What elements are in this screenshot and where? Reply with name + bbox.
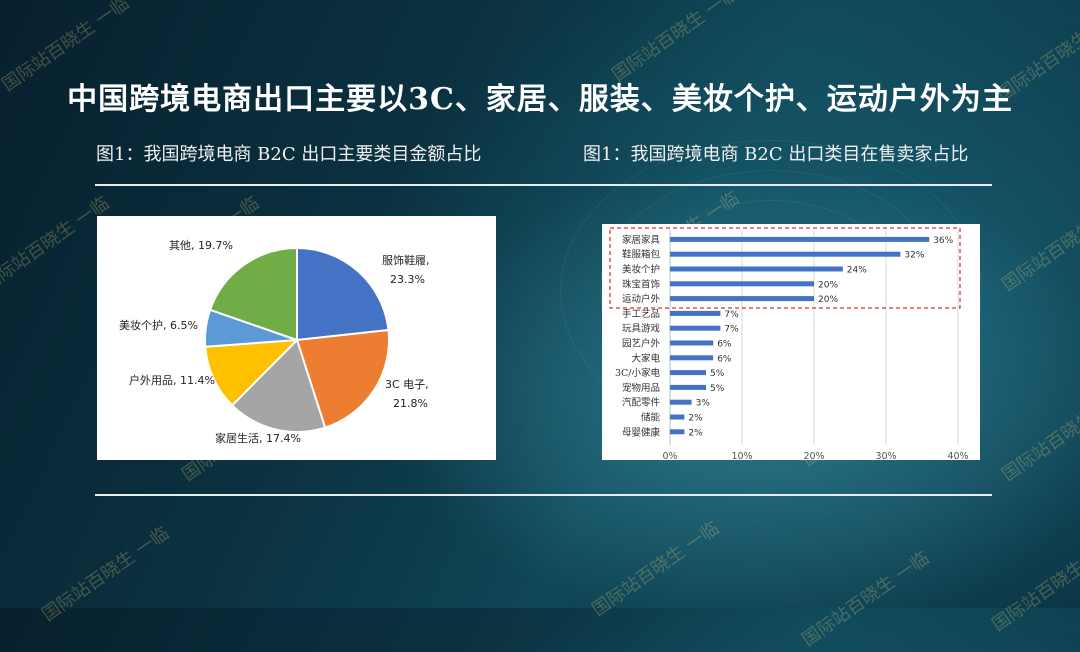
- pie-slice-label: 23.3%: [390, 273, 425, 286]
- data-label: 32%: [904, 251, 924, 261]
- pie-chart: 服饰鞋履, 23.3% 3C 电子, 21.8% 家居生活, 17.4% 户外用品, 11…: [119, 239, 430, 445]
- bottom-divider: [95, 494, 992, 496]
- category-label: 园艺户外: [622, 338, 661, 350]
- x-tick-label: 30%: [875, 451, 896, 460]
- category-label: 汽配零件: [622, 397, 661, 409]
- data-label: 20%: [818, 280, 838, 290]
- category-label: 美妆个护: [622, 264, 660, 276]
- bar: [670, 414, 685, 420]
- pie-slice-label: 户外用品, 11.4%: [129, 373, 215, 387]
- category-label: 宠物用品: [622, 382, 660, 394]
- watermark: 国际站百晓生 一临: [798, 547, 934, 651]
- data-label: 7%: [724, 310, 739, 320]
- top-divider: [95, 184, 992, 186]
- category-label: 手工艺品: [622, 308, 660, 320]
- bar: [670, 340, 714, 346]
- bar-chart-panel: 0% 10% 20% 30% 40% 家居家具 36% 鞋服箱包 32% 美妆个护 24% 珠宝首饰 2…: [602, 224, 980, 462]
- watermark: 国际站百晓生 一临: [998, 383, 1080, 486]
- data-label: 5%: [710, 369, 725, 379]
- pie-slice-label: 服饰鞋履,: [382, 253, 430, 267]
- x-tick-label: 10%: [731, 451, 752, 460]
- category-label: 3C/小家电: [615, 367, 661, 379]
- pie-slice-label: 家居生活, 17.4%: [215, 431, 301, 445]
- bar: [670, 325, 721, 331]
- bar: [670, 355, 714, 361]
- category-label: 母婴健康: [622, 426, 661, 438]
- bar: [670, 266, 843, 272]
- bar: [670, 384, 706, 390]
- bar: [670, 281, 814, 287]
- pie-slice: [295, 328, 390, 429]
- x-tick-label: 40%: [947, 451, 968, 460]
- data-label: 2%: [688, 428, 703, 438]
- watermark: 国际站百晓生 一临: [588, 517, 724, 621]
- bar: [670, 399, 692, 405]
- pie-slice-label: 其他, 19.7%: [169, 239, 233, 252]
- highlight-box: [609, 227, 961, 309]
- data-label: 7%: [724, 325, 739, 335]
- pie-slice-label: 21.8%: [393, 397, 428, 410]
- data-label: 3%: [696, 399, 711, 409]
- slide-title: 中国跨境电商出口主要以3C、家居、服装、美妆个护、运动户外为主: [67, 82, 1013, 117]
- bar-chart: 0% 10% 20% 30% 40% 家居家具 36% 鞋服箱包 32% 美妆个护 24% 珠宝首饰 2…: [609, 227, 969, 462]
- category-label: 运动户外: [622, 293, 661, 305]
- data-label: 36%: [933, 236, 953, 246]
- category-label: 储能: [641, 412, 661, 424]
- bar: [670, 296, 814, 302]
- category-label: 珠宝首饰: [622, 278, 660, 290]
- category-label: 大家电: [631, 352, 660, 364]
- bar: [670, 310, 721, 316]
- watermark: 国际站百晓生 一临: [38, 522, 174, 626]
- pie-slice-label: 3C 电子,: [385, 378, 429, 391]
- pie-slice: [296, 246, 390, 342]
- pie-slice-label: 美妆个护, 6.5%: [119, 318, 198, 332]
- data-label: 20%: [818, 295, 838, 305]
- data-label: 5%: [710, 384, 725, 394]
- bar: [670, 251, 901, 257]
- pie-slice: [230, 338, 327, 433]
- bar: [670, 429, 685, 435]
- pie-slice: [204, 338, 300, 407]
- x-tick-label: 20%: [803, 451, 824, 460]
- data-label: 6%: [717, 340, 732, 350]
- data-label: 24%: [847, 266, 867, 276]
- category-label: 玩具游戏: [622, 323, 661, 335]
- pie-chart-panel: 服饰鞋履, 23.3% 3C 电子, 21.8% 家居生活, 17.4% 户外用品, 11…: [97, 216, 496, 460]
- data-label: 2%: [688, 414, 703, 424]
- category-label: 家居家具: [622, 234, 661, 246]
- watermark: 国际站百晓生 一临: [988, 533, 1080, 636]
- x-tick-label: 0%: [662, 451, 677, 460]
- fig1-title: 图1：我国跨境电商 B2C 出口主要类目金额占比: [96, 144, 482, 165]
- data-label: 6%: [717, 354, 732, 364]
- category-label: 鞋服箱包: [622, 249, 661, 261]
- watermark: 国际站百晓生 一临: [998, 193, 1080, 296]
- bar: [670, 370, 706, 376]
- fig2-title: 图1：我国跨境电商 B2C 出口类目在售卖家占比: [583, 144, 969, 165]
- bar: [670, 236, 930, 242]
- pie-slice: [208, 246, 298, 342]
